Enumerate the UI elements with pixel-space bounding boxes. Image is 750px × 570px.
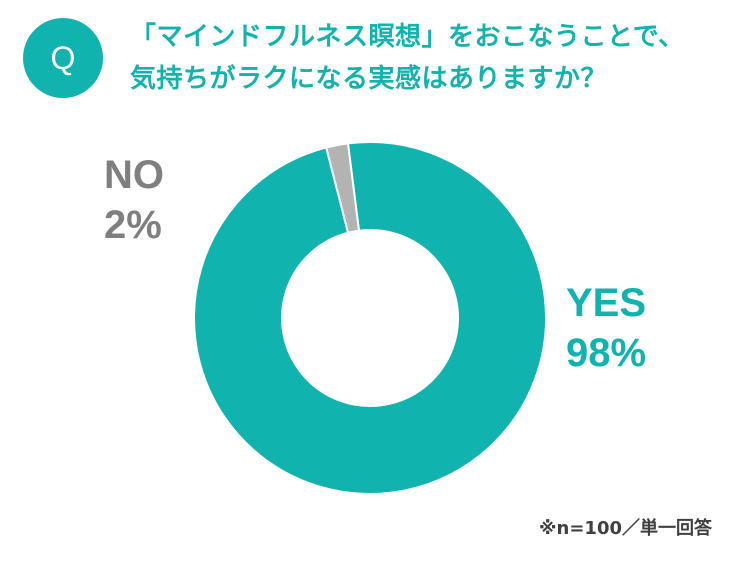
- yes-slice-percent: 98%: [566, 331, 647, 375]
- yes-slice-name: YES: [566, 281, 647, 325]
- question-title: 「マインドフルネス瞑想」をおこなうことで、 気持ちがラクになる実感はありますか？: [130, 16, 740, 100]
- no-slice-name: NO: [104, 153, 164, 197]
- question-line-2: 気持ちがラクになる実感はありますか？: [130, 64, 608, 94]
- question-line-1: 「マインドフルネス瞑想」をおこなうことで、: [130, 22, 685, 52]
- slice-yes: [193, 141, 547, 495]
- yes-slice-label: YES 98%: [566, 278, 646, 378]
- question-badge: Q: [23, 18, 103, 98]
- sample-footnote: ※n=100／単一回答: [539, 518, 712, 539]
- no-slice-label: NO 2%: [104, 150, 164, 250]
- question-badge-letter: Q: [50, 39, 76, 76]
- no-slice-percent: 2%: [104, 203, 162, 247]
- slice-no: [325, 142, 361, 234]
